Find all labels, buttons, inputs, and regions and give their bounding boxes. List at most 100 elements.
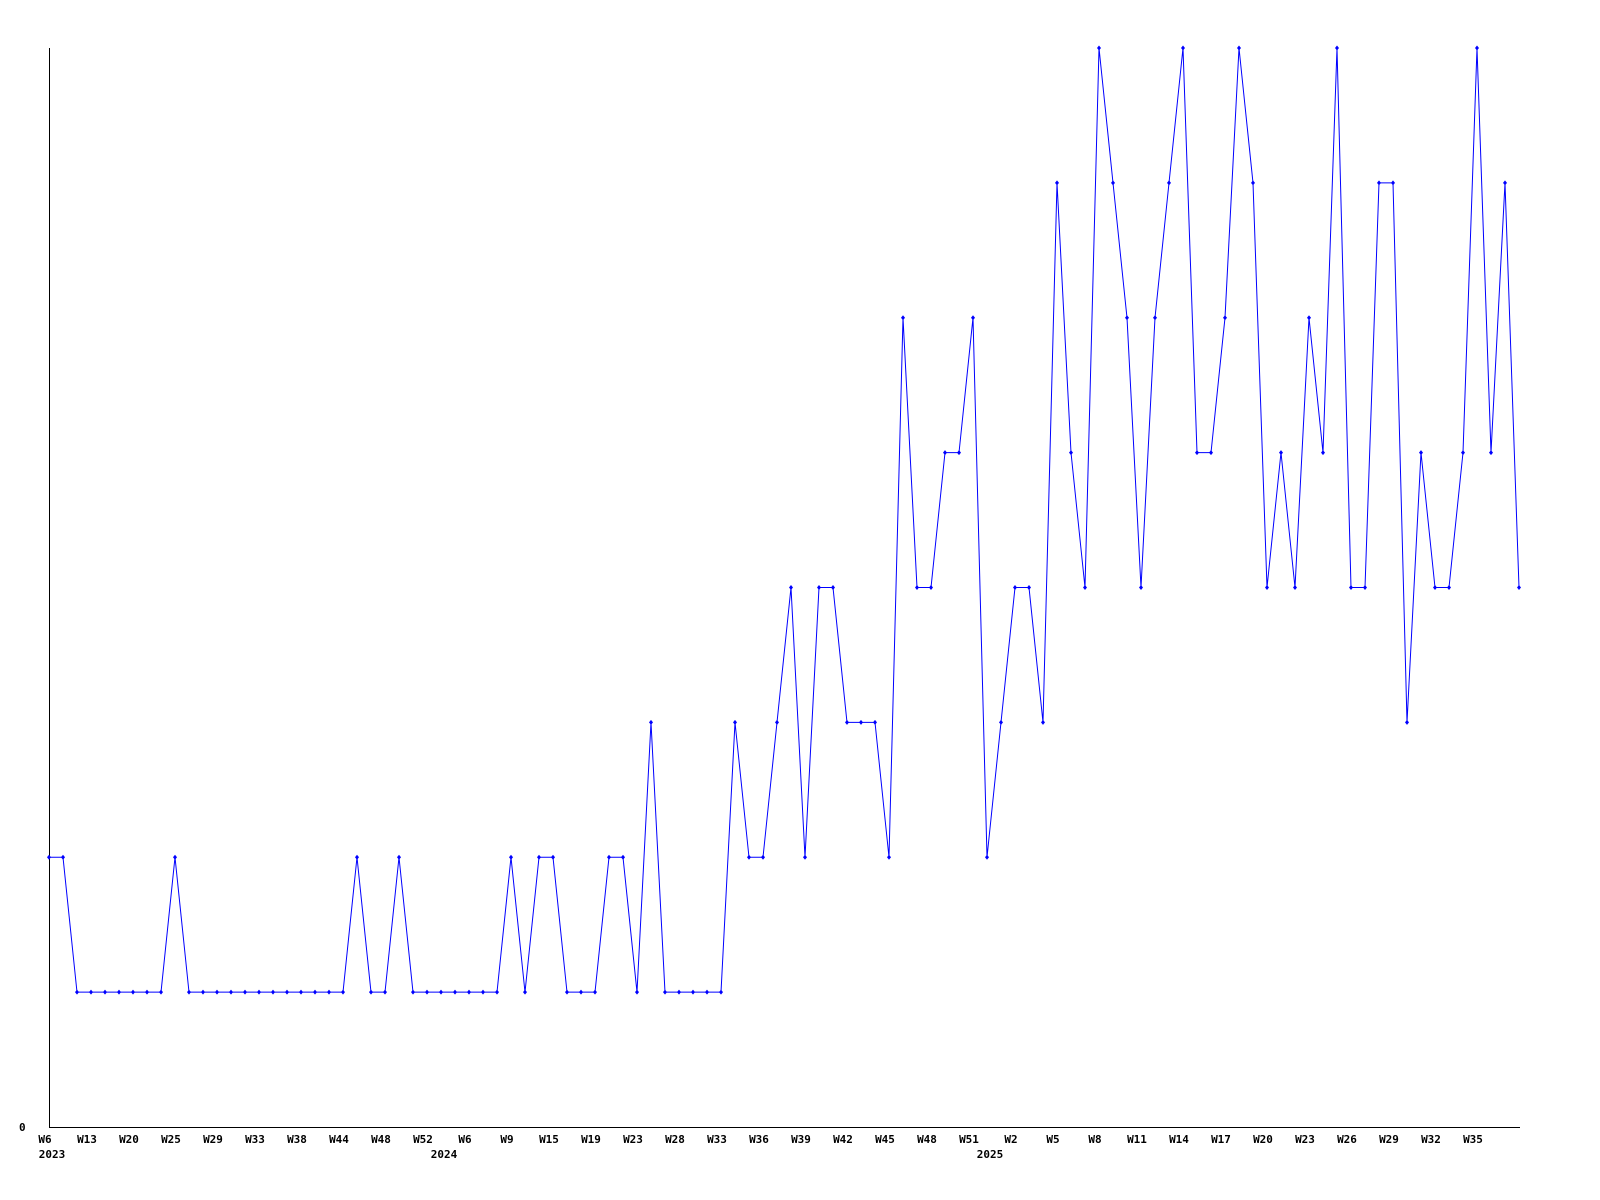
data-point (299, 989, 303, 995)
data-point (1419, 450, 1423, 456)
data-point (383, 989, 387, 995)
data-point (635, 989, 639, 995)
data-point (607, 854, 611, 860)
data-point (397, 854, 401, 860)
x-tick-label: W33 (245, 1133, 265, 1146)
data-point (859, 719, 863, 725)
x-tick-label: W2 (1004, 1133, 1017, 1146)
data-point (663, 989, 667, 995)
data-point (89, 989, 93, 995)
x-tick-label: W48 (371, 1133, 391, 1146)
x-tick-label: W35 (1463, 1133, 1483, 1146)
data-point (551, 854, 555, 860)
data-point (1293, 585, 1297, 590)
x-tick-label: W44 (329, 1133, 349, 1146)
data-point (1517, 585, 1521, 590)
data-point (1391, 180, 1395, 186)
data-point (1461, 450, 1465, 456)
data-point (1041, 719, 1045, 725)
data-point (985, 854, 989, 860)
x-tick-label: W6 (458, 1133, 472, 1146)
y-tick-label: 0 (19, 1121, 26, 1134)
data-point (761, 854, 765, 860)
x-tick-label: W5 (1046, 1133, 1059, 1146)
data-point (355, 854, 359, 860)
x-tick-label: W15 (539, 1133, 559, 1146)
data-point (523, 989, 527, 995)
year-label: 2025 (977, 1148, 1004, 1161)
x-tick-label: W26 (1337, 1133, 1357, 1146)
data-point (495, 989, 499, 995)
data-point (677, 989, 681, 995)
data-point (1097, 45, 1101, 51)
x-tick-label: W23 (1295, 1133, 1315, 1146)
x-tick-label: W48 (917, 1133, 937, 1146)
x-tick-label: W29 (1379, 1133, 1399, 1146)
data-point (1265, 585, 1269, 590)
x-tick-label: W6 (38, 1133, 52, 1146)
data-point (1279, 450, 1283, 456)
data-point (509, 854, 513, 860)
data-point (1237, 45, 1241, 51)
x-tick-label: W32 (1421, 1133, 1441, 1146)
data-point (1223, 315, 1227, 321)
x-tick-label: W42 (833, 1133, 853, 1146)
data-point (831, 585, 835, 590)
data-point (747, 854, 751, 860)
x-tick-label: W33 (707, 1133, 727, 1146)
data-point (103, 989, 107, 995)
x-tick-label: W28 (665, 1133, 685, 1146)
data-point (1335, 45, 1339, 51)
data-point (915, 585, 919, 590)
data-point (1181, 45, 1185, 51)
data-point (313, 989, 317, 995)
year-label: 2024 (431, 1148, 458, 1161)
data-point (733, 719, 737, 725)
data-point (61, 854, 65, 860)
data-point (1503, 180, 1507, 186)
data-point (943, 450, 947, 456)
data-point (75, 989, 79, 995)
data-point (1251, 180, 1255, 186)
data-point (131, 989, 135, 995)
data-point (1139, 585, 1143, 590)
data-point (271, 989, 275, 995)
data-point (705, 989, 709, 995)
x-tick-label: W25 (161, 1133, 181, 1146)
x-tick-label: W23 (623, 1133, 643, 1146)
x-tick-label: W8 (1088, 1133, 1101, 1146)
data-point (159, 989, 163, 995)
data-point (187, 989, 191, 995)
data-point (565, 989, 569, 995)
x-tick-label: W17 (1211, 1133, 1231, 1146)
data-point (957, 450, 961, 456)
data-point (1405, 719, 1409, 725)
data-point (1069, 450, 1073, 456)
data-point (481, 989, 485, 995)
data-point (425, 989, 429, 995)
data-point (1349, 585, 1353, 590)
data-point (439, 989, 443, 995)
x-tick-label: W20 (119, 1133, 139, 1146)
data-point (1489, 450, 1493, 456)
data-point (47, 854, 51, 860)
data-point (803, 854, 807, 860)
data-point (1195, 450, 1199, 456)
x-tick-label: W45 (875, 1133, 895, 1146)
x-tick-label: W20 (1253, 1133, 1273, 1146)
data-point (1153, 315, 1157, 321)
x-tick-label: W13 (77, 1133, 97, 1146)
data-point (621, 854, 625, 860)
data-point (145, 989, 149, 995)
data-point (1363, 585, 1367, 590)
data-point (1209, 450, 1213, 456)
data-point (341, 989, 345, 995)
x-tick-label: W36 (749, 1133, 769, 1146)
data-point (649, 719, 653, 725)
data-point (999, 719, 1003, 725)
data-point (257, 989, 261, 995)
data-point (369, 989, 373, 995)
series-line (49, 47, 1520, 993)
x-tick-label: W52 (413, 1133, 433, 1146)
